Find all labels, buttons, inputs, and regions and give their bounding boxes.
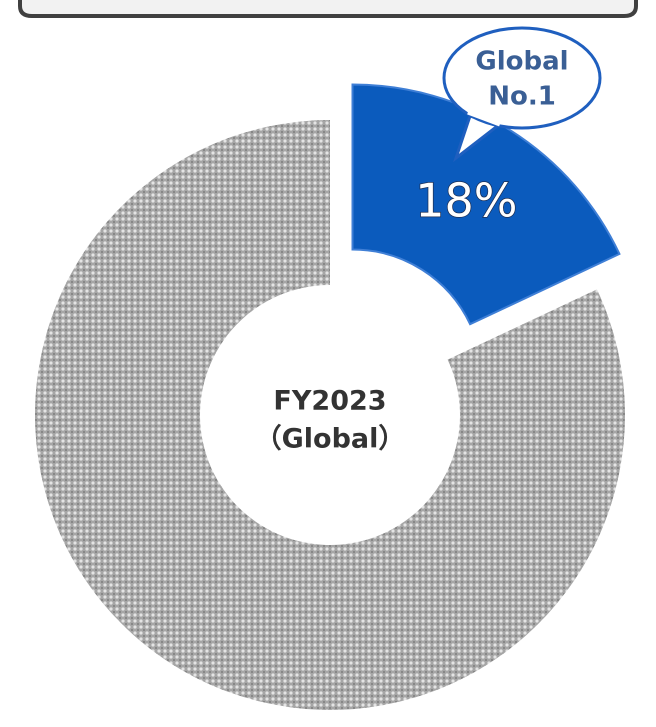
slice	[351, 83, 621, 326]
annotation: Global	[475, 47, 568, 77]
slice	[34, 120, 625, 710]
value-label: 18%	[415, 174, 517, 228]
center-label: FY2023	[273, 386, 386, 417]
callout-bubble	[442, 26, 602, 130]
top-box	[18, 0, 638, 18]
slices: 18%	[34, 83, 625, 710]
center-label: （Global）	[255, 424, 406, 455]
annotation: No.1	[488, 82, 556, 112]
callout-joint	[467, 109, 501, 127]
callout: Global No.1	[442, 26, 602, 163]
